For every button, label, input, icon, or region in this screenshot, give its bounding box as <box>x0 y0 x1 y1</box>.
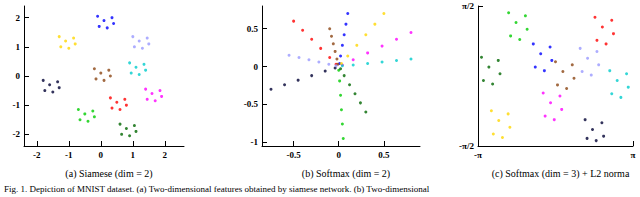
svg-text:(c) Softmax (dim = 3) + L2 nor: (c) Softmax (dim = 3) + L2 norma <box>492 168 630 180</box>
svg-text:-1: -1 <box>251 137 259 147</box>
svg-text:-2: -2 <box>33 150 41 160</box>
svg-text:0.5: 0.5 <box>247 24 259 34</box>
svg-text:0: 0 <box>336 150 341 160</box>
svg-text:-2: -2 <box>13 129 21 139</box>
svg-text:0: 0 <box>16 71 21 81</box>
svg-text:-0.5: -0.5 <box>244 99 259 109</box>
svg-text:-0.5: -0.5 <box>286 150 301 160</box>
svg-text:(a) Siamese (dim = 2): (a) Siamese (dim = 2) <box>65 168 152 180</box>
svg-text:0: 0 <box>254 62 259 72</box>
svg-text:2: 2 <box>163 150 168 160</box>
svg-text:-1: -1 <box>13 100 21 110</box>
svg-text:1: 1 <box>16 42 21 52</box>
svg-text:-1: -1 <box>65 150 73 160</box>
svg-text:(b) Softmax (dim = 2): (b) Softmax (dim = 2) <box>302 168 390 180</box>
svg-text:π: π <box>631 150 636 160</box>
svg-text:0: 0 <box>99 150 104 160</box>
svg-text:-π: -π <box>474 150 482 160</box>
svg-text:2: 2 <box>16 13 21 23</box>
svg-text:0.5: 0.5 <box>378 150 390 160</box>
svg-text:1: 1 <box>131 150 136 160</box>
svg-text:-π/2: -π/2 <box>459 141 474 151</box>
svg-text:Fig. 1. Depiction of MNIST dat: Fig. 1. Depiction of MNIST dataset. (a) … <box>4 184 430 194</box>
svg-text:π/2: π/2 <box>462 1 474 11</box>
